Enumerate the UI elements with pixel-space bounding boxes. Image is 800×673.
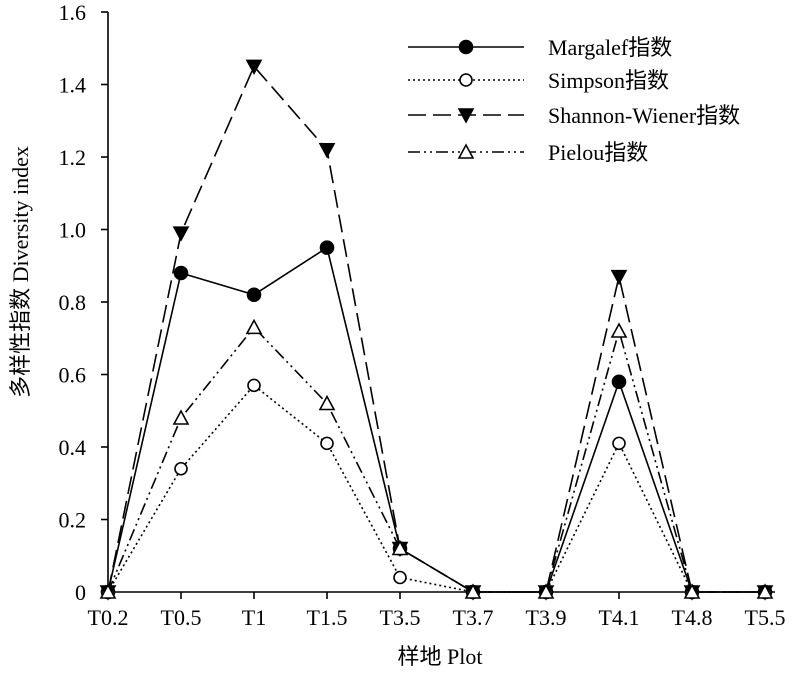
- y-axis-title: 多样性指数 Diversity index: [8, 146, 33, 398]
- data-point: [318, 394, 336, 411]
- data-point: [247, 378, 261, 393]
- data-point: [537, 583, 555, 599]
- legend-marker: [458, 39, 474, 55]
- x-tick-label: T1: [242, 605, 266, 630]
- axes: 0 0.2 0.4 0.6 0.8 1.0 1.2 1.4 1.6 T0.2 T0.5 T1 T1.5…: [59, 0, 786, 630]
- x-tick-label: T5.5: [745, 605, 786, 630]
- data-point: [391, 539, 409, 556]
- data-point: [318, 142, 336, 159]
- legend-label: Simpson指数: [548, 68, 669, 93]
- x-tick-label: T4.1: [599, 605, 640, 630]
- y-tick-label: 1.6: [59, 0, 87, 25]
- series-1: [101, 378, 772, 599]
- data-point: [319, 240, 335, 255]
- legend-item: Margalef指数: [408, 35, 672, 60]
- data-point: [245, 59, 263, 76]
- legend-label: Margalef指数: [548, 35, 672, 60]
- data-point: [464, 583, 482, 599]
- data-point: [393, 570, 407, 585]
- series-3: [99, 318, 774, 599]
- data-point: [172, 226, 190, 242]
- x-tick-label: T3.7: [453, 605, 494, 630]
- series-line: [107, 64, 765, 593]
- x-tick-label: T3.5: [380, 605, 421, 630]
- y-tick-label: 1.0: [59, 218, 87, 243]
- y-tick-label: 1.2: [59, 145, 87, 170]
- series-0: [100, 240, 773, 600]
- data-point: [683, 583, 701, 599]
- x-tick-label: T1.5: [307, 605, 348, 630]
- y-tick-label: 1.4: [59, 73, 87, 98]
- y-tick-label: 0.4: [59, 435, 87, 460]
- y-ticks: 0 0.2 0.4 0.6 0.8 1.0 1.2 1.4 1.6: [59, 0, 108, 605]
- legend-item: Shannon-Wiener指数: [408, 103, 740, 128]
- y-tick-label: 0.8: [59, 290, 87, 315]
- legend-label: Pielou指数: [548, 140, 648, 165]
- series-2: [99, 59, 774, 601]
- data-point: [172, 409, 190, 425]
- data-point: [611, 374, 627, 390]
- y-tick-label: 0: [75, 580, 86, 605]
- data-point: [174, 461, 188, 476]
- legend-label: Shannon-Wiener指数: [548, 103, 740, 128]
- x-axis-title: 样地 Plot: [398, 644, 483, 669]
- x-ticks: T0.2 T0.5 T1 T1.5 T3.5 T3.7 T3.9 T4.1 T4.8 T5.5: [88, 592, 786, 630]
- legend-item: Simpson指数: [408, 68, 669, 93]
- data-point: [756, 583, 774, 599]
- data-point: [320, 436, 334, 451]
- legend-marker: [459, 73, 473, 87]
- x-tick-label: T0.2: [88, 605, 129, 630]
- data-point: [612, 436, 626, 451]
- x-tick-label: T4.8: [672, 605, 713, 630]
- legend-marker: [457, 108, 475, 124]
- series-layer: [99, 59, 774, 601]
- data-point: [610, 269, 628, 286]
- y-tick-label: 0.2: [59, 508, 87, 533]
- x-tick-label: T3.9: [526, 605, 567, 630]
- series-line: [107, 384, 765, 593]
- y-tick-label: 0.6: [59, 363, 87, 388]
- series-line: [107, 326, 765, 593]
- legend-item: Pielou指数: [408, 140, 648, 165]
- legend-marker: [457, 143, 475, 159]
- legend: Margalef指数 Simpson指数 Shannon-Wiener指数 Pielo…: [408, 35, 740, 165]
- data-point: [610, 322, 628, 338]
- data-point: [245, 318, 263, 335]
- data-point: [173, 265, 189, 281]
- x-tick-label: T0.5: [161, 605, 202, 630]
- data-point: [99, 583, 117, 599]
- data-point: [246, 287, 262, 303]
